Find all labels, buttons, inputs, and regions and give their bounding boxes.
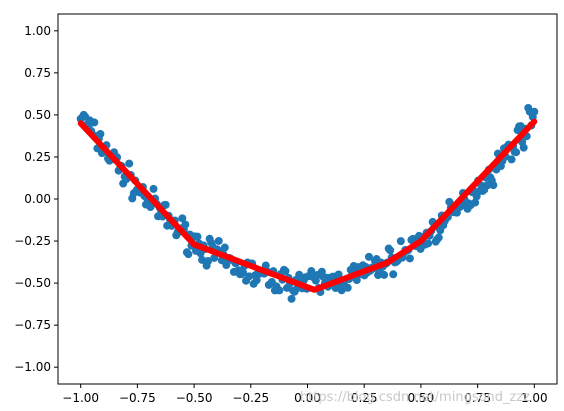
scatter-point	[181, 220, 190, 229]
scatter-point	[389, 270, 398, 279]
scatter-point	[386, 246, 395, 255]
scatter-point	[96, 129, 105, 138]
scatter-point	[239, 268, 248, 277]
scatter-point	[530, 107, 539, 116]
scatter-point	[149, 184, 158, 193]
scatter-point	[245, 272, 254, 281]
scatter-point	[281, 267, 290, 276]
y-tick-label: −1.00	[14, 360, 51, 374]
scatter-point	[222, 261, 231, 269]
scatter-point	[210, 253, 219, 262]
x-tick-label: 0.50	[408, 391, 435, 405]
scatter-point	[184, 250, 193, 259]
scatter-point	[198, 255, 207, 264]
scatter-point	[204, 257, 213, 266]
x-tick-label: −0.50	[176, 391, 213, 405]
fit-line	[77, 118, 538, 293]
y-tick-label: 0.50	[24, 108, 51, 122]
x-axis-ticks: −1.00 −0.75 −0.50 −0.25 0.00 0.25 0.50 0.75 1.00	[62, 384, 548, 405]
scatter-point	[220, 243, 229, 252]
scatter-point	[396, 237, 405, 246]
scatter-point	[434, 233, 443, 242]
y-tick-label: 0.75	[24, 66, 51, 80]
scatter-point	[287, 294, 296, 303]
y-tick-label: −0.50	[14, 276, 51, 290]
scatter-point	[334, 270, 343, 279]
scatter-point	[125, 159, 134, 168]
scatter-point	[193, 232, 202, 241]
scatter-point	[489, 181, 498, 190]
scatter-point	[252, 276, 261, 285]
scatter-point	[424, 239, 433, 248]
y-axis-ticks: 1.00 0.75 0.50 0.25 0.00 −0.25 −0.50 −0.75 −1.00	[14, 24, 58, 374]
scatter-point	[380, 270, 389, 279]
scatter-point	[214, 236, 223, 245]
x-tick-label: −1.00	[62, 391, 99, 405]
scatter-point	[295, 270, 304, 279]
scatter-point	[405, 254, 414, 263]
scatter-point	[471, 198, 480, 207]
x-tick-label: 0.75	[464, 391, 491, 405]
x-tick-label: 1.00	[521, 391, 548, 405]
watermark-text: https://blog.csdn.net/mingsond_zzz	[300, 390, 530, 405]
fit-line-group	[77, 118, 538, 293]
y-tick-label: 1.00	[24, 24, 51, 38]
y-tick-label: −0.25	[14, 234, 51, 248]
scatter-point	[261, 261, 270, 270]
scatter-point	[507, 155, 516, 164]
x-tick-label: 0.25	[351, 391, 378, 405]
scatter-point	[161, 200, 170, 209]
y-tick-label: −0.75	[14, 318, 51, 332]
scatter-points	[76, 104, 539, 303]
scatter-point	[178, 214, 187, 223]
scatter-point	[90, 118, 99, 127]
scatter-point	[343, 283, 352, 292]
scatter-point	[519, 143, 528, 152]
y-tick-label: 0.25	[24, 150, 51, 164]
scatter-point	[275, 286, 284, 295]
scatter-point	[352, 276, 361, 285]
y-tick-label: 0.00	[24, 192, 51, 206]
scatter-point	[364, 252, 373, 261]
scatter-point	[512, 148, 521, 157]
x-tick-label: −0.75	[119, 391, 156, 405]
x-tick-label: 0.00	[294, 391, 321, 405]
x-tick-label: −0.25	[232, 391, 269, 405]
